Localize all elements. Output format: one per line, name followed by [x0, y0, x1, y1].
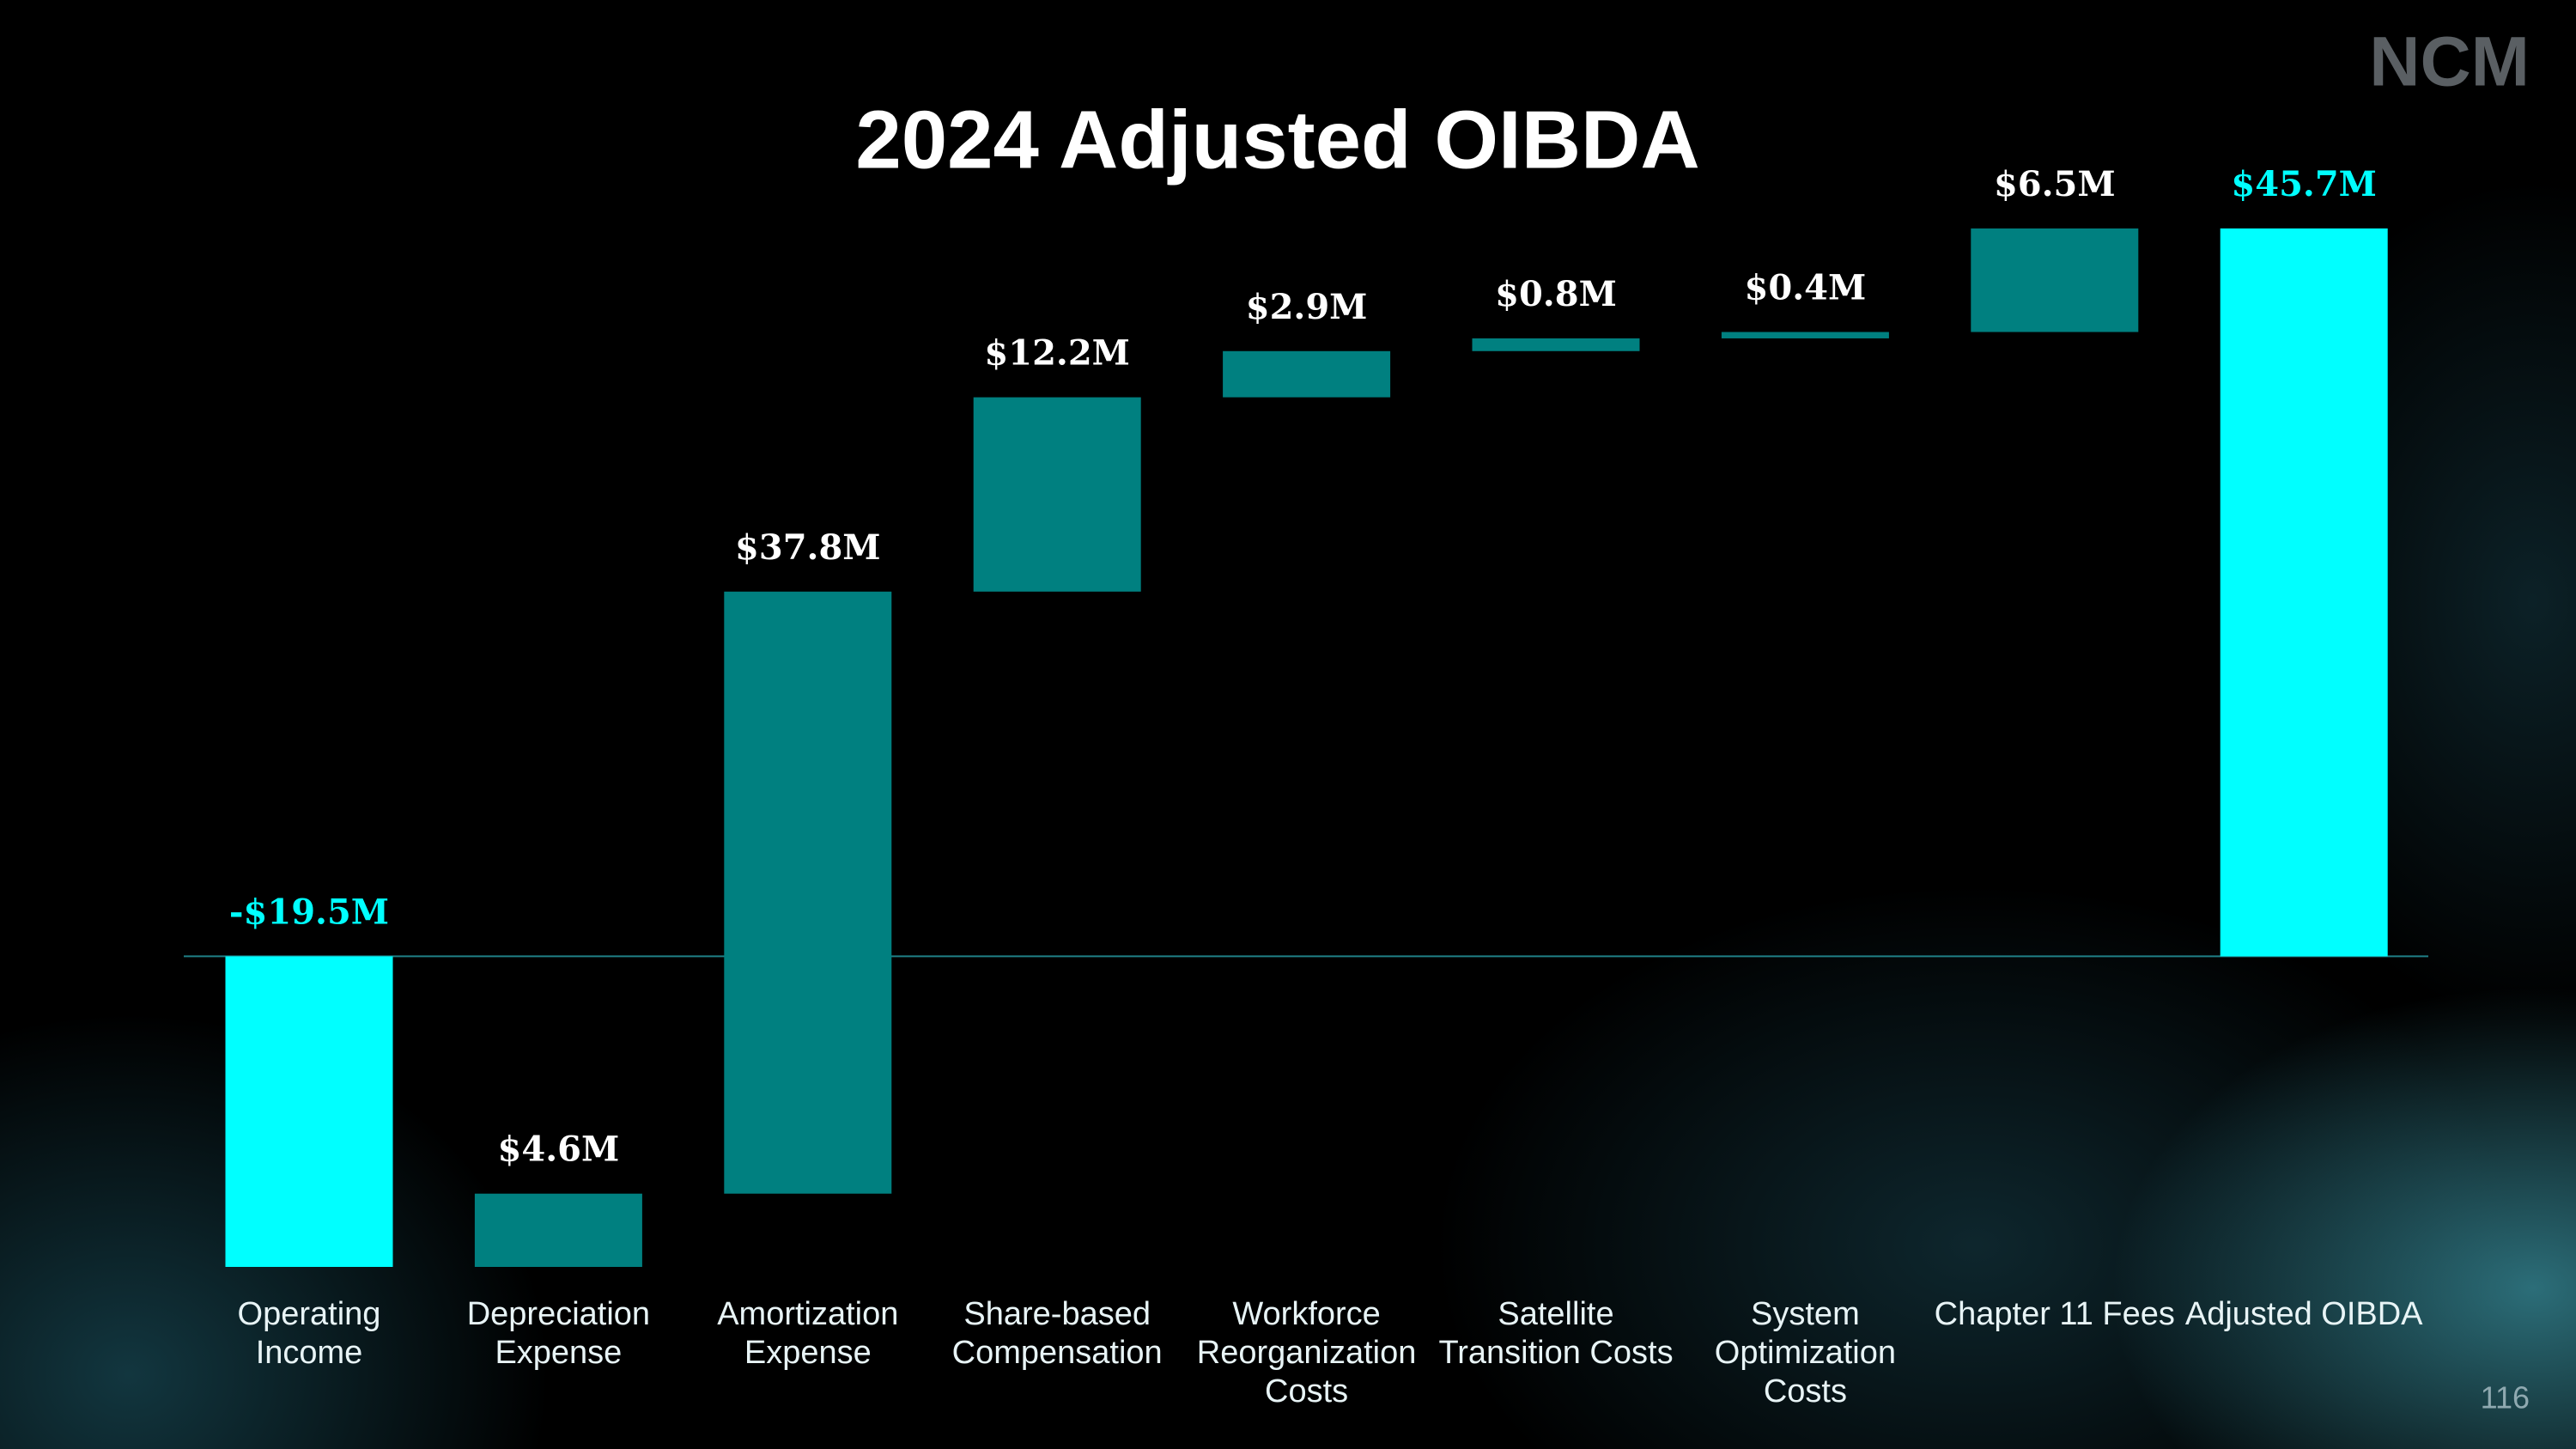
x-tick-label: System Optimization Costs	[1714, 1296, 1896, 1409]
bar	[973, 397, 1141, 592]
x-tick-label: Operating Income	[237, 1296, 381, 1371]
bar	[474, 1193, 642, 1267]
value-label: -$19.5M	[229, 892, 389, 932]
bar	[225, 956, 393, 1267]
value-label: $37.8M	[735, 527, 881, 568]
x-tick-label: Amortization Expense	[717, 1296, 899, 1371]
bar	[724, 591, 892, 1194]
value-label: $0.4M	[1745, 268, 1867, 308]
x-tick-label: Satellite Transition Costs	[1438, 1296, 1674, 1371]
logo: NCM	[2369, 23, 2530, 101]
x-tick-label: Adjusted OIBDA	[2184, 1296, 2423, 1332]
x-tick-label: Chapter 11 Fees	[1934, 1296, 2175, 1332]
page-number: 116	[2481, 1380, 2530, 1416]
bar	[1971, 228, 2139, 332]
bar	[1721, 332, 1889, 338]
value-label: $0.8M	[1495, 274, 1617, 314]
value-label: $12.2M	[984, 333, 1130, 374]
x-tick-label: Depreciation Expense	[466, 1296, 651, 1371]
value-label: $6.5M	[1994, 164, 2116, 204]
x-tick-label: Workforce Reorganization Costs	[1196, 1296, 1417, 1409]
value-label: $45.7M	[2231, 164, 2377, 204]
x-tick-label: Share-based Compensation	[951, 1296, 1163, 1371]
bar	[1223, 350, 1391, 398]
value-label: $2.9M	[1246, 287, 1368, 327]
value-label: $4.6M	[498, 1129, 620, 1170]
chart-title: 2024 Adjusted OIBDA	[855, 94, 1699, 186]
bar	[1472, 338, 1640, 351]
bar	[2220, 228, 2388, 957]
